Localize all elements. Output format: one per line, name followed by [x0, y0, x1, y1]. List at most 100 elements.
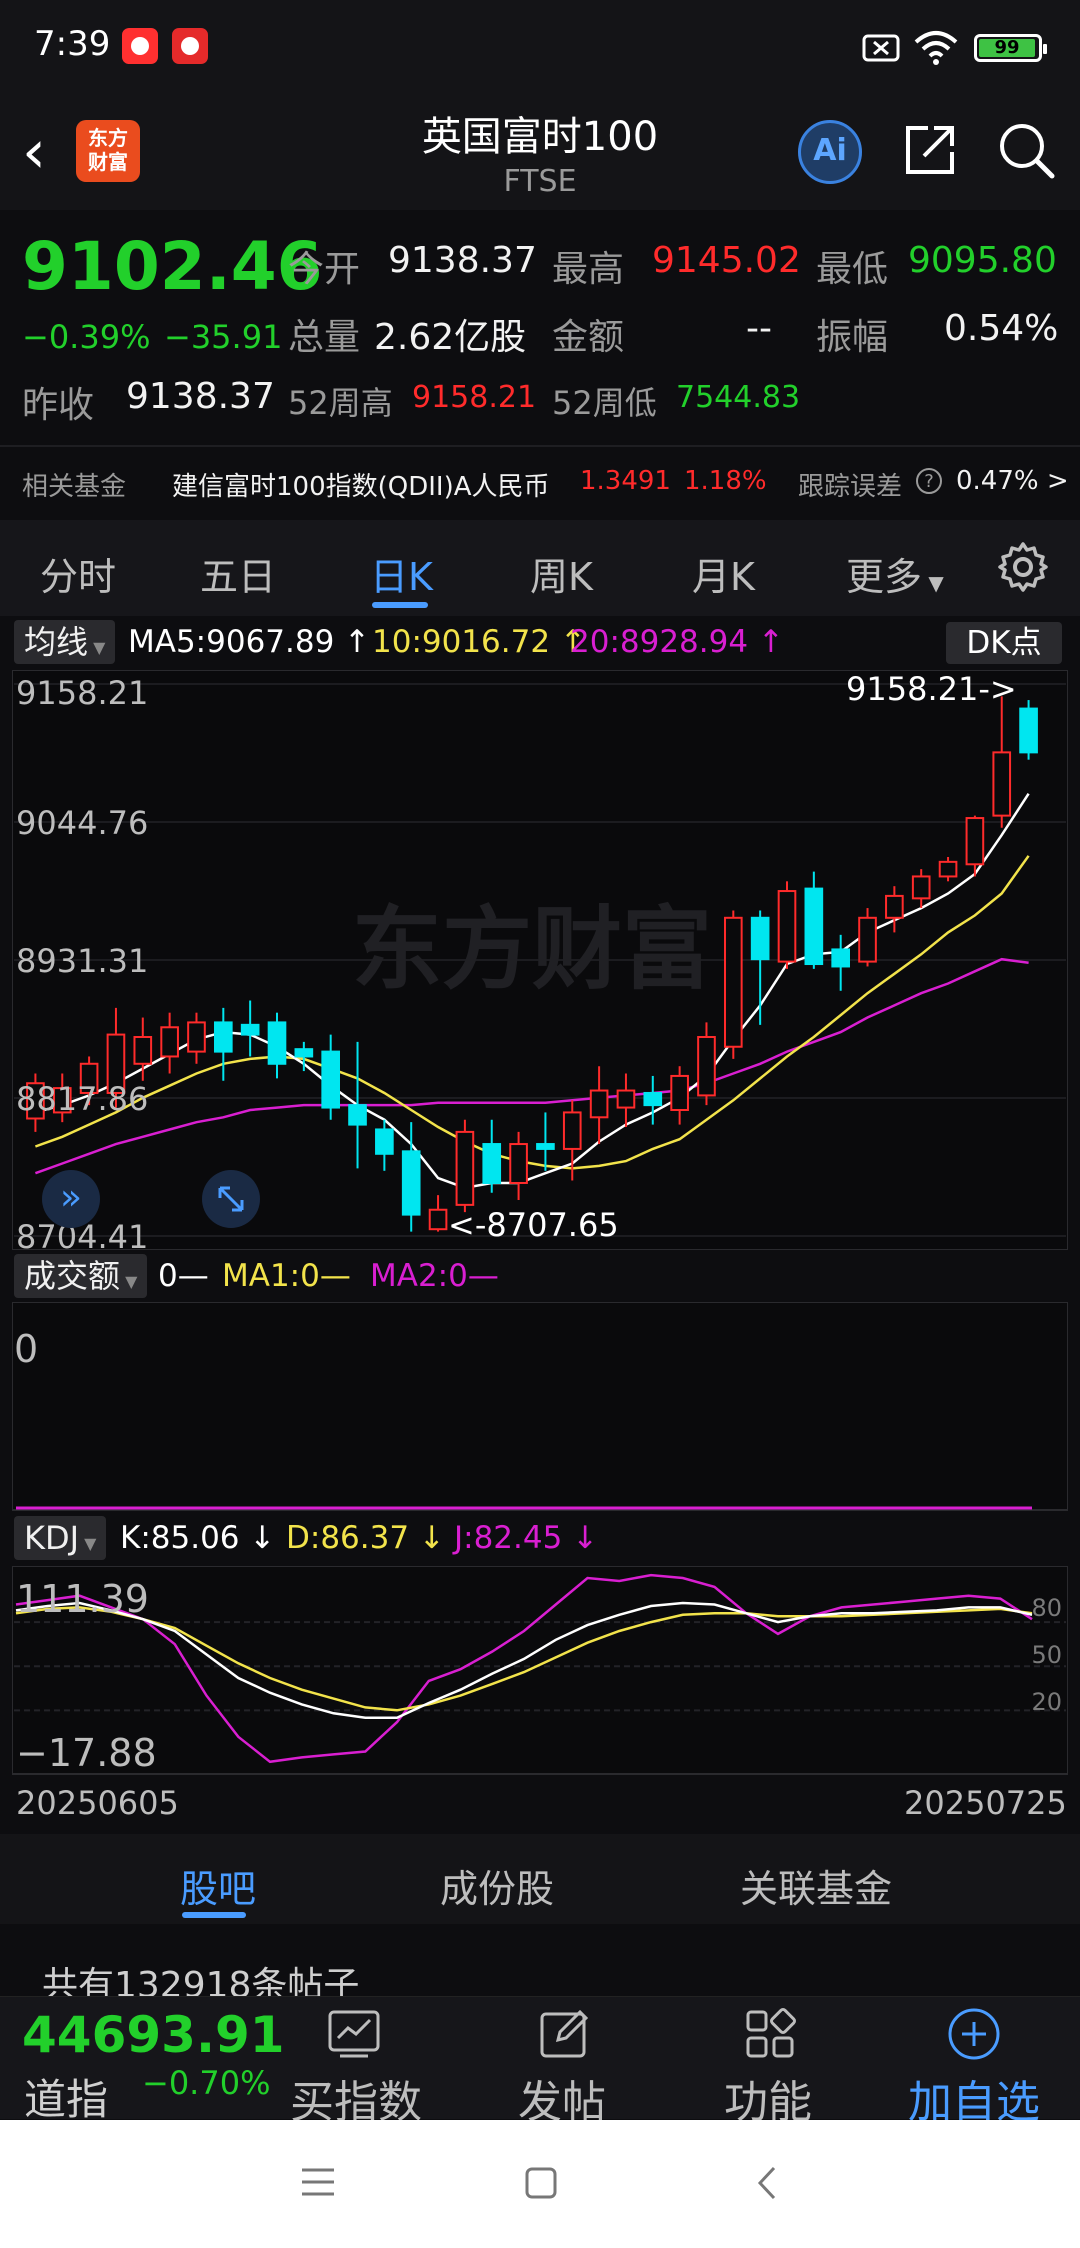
functions-button[interactable]: 功能 — [724, 2077, 812, 2128]
candle-body — [536, 1143, 555, 1150]
candle-body — [294, 1048, 314, 1058]
volume-indicator-label: 成交额 — [24, 1257, 121, 1295]
kdj-top-label: 111.39 — [16, 1577, 149, 1621]
volume-chart[interactable]: 0 — [12, 1302, 1068, 1512]
add-watchlist-icon[interactable] — [946, 2006, 1002, 2062]
candle-body — [804, 887, 824, 966]
app-logo: 东方 财富 — [76, 120, 140, 182]
add-watchlist-button[interactable]: 加自选 — [908, 2077, 1040, 2128]
prev-close-value: 9138.37 — [126, 376, 275, 417]
kdj-level-20: 20 — [1031, 1688, 1062, 1716]
post-button[interactable]: 发帖 — [518, 2077, 606, 2128]
candle-body — [455, 1130, 475, 1206]
active-tab-indicator — [372, 602, 428, 608]
prev-close-label: 昨收 — [22, 385, 95, 426]
kdj-k-line — [15, 1601, 1033, 1719]
candle-body — [697, 1036, 716, 1097]
amount-label: 金额 — [552, 317, 625, 358]
expand-left-icon[interactable]: » — [42, 1170, 100, 1228]
volume-indicator-select[interactable]: 成交额 ▼ — [14, 1254, 148, 1298]
tab-more[interactable]: 更多 ▼ — [846, 546, 944, 601]
kdj-bottom-label: −17.88 — [16, 1731, 157, 1775]
system-nav-bar — [0, 2120, 1080, 2248]
help-icon[interactable]: ? — [914, 466, 944, 496]
notification-app-icon — [122, 28, 158, 64]
price-axis-label: 8817.86 — [16, 1080, 148, 1118]
date-end: 20250725 — [904, 1784, 1067, 1822]
share-icon[interactable] — [900, 120, 960, 180]
ma-indicator-label: 均线 — [24, 623, 89, 661]
period-tab-bar — [0, 520, 1080, 616]
tab-related-funds[interactable]: 关联基金 — [740, 1867, 893, 1911]
search-icon[interactable] — [994, 118, 1058, 182]
dji-price[interactable]: 44693.91 — [22, 2006, 285, 2064]
percent-change: −0.39% — [22, 318, 151, 356]
kdj-level-80: 80 — [1031, 1594, 1062, 1622]
candle-body — [428, 1208, 448, 1231]
related-fund-nav: 1.3491 — [580, 466, 671, 496]
tab-intraday[interactable]: 分时 — [40, 555, 117, 599]
tab-guba[interactable]: 股吧 — [180, 1867, 257, 1911]
candle-body — [992, 751, 1012, 817]
fullscreen-icon[interactable] — [202, 1170, 260, 1228]
ma10-legend: 10:9016.72 ↑ — [372, 624, 586, 660]
dji-name[interactable]: 道指 — [24, 2075, 109, 2124]
candle-body — [187, 1021, 206, 1053]
gear-icon[interactable] — [996, 540, 1050, 594]
candle-body — [79, 1062, 99, 1094]
candle-body — [482, 1143, 502, 1184]
ma-indicator-select[interactable]: 均线 ▼ — [14, 620, 116, 664]
menu-icon[interactable] — [300, 2166, 336, 2198]
52wk-low-value: 7544.83 — [676, 380, 801, 415]
candle-body — [240, 1023, 260, 1036]
logo-text-2: 财富 — [88, 150, 128, 174]
tracking-error-value[interactable]: 0.47% > — [956, 466, 1069, 496]
dropdown-arrow-icon: ▼ — [922, 571, 944, 595]
apps-grid-icon[interactable] — [742, 2006, 798, 2062]
buy-index-button[interactable]: 买指数 — [290, 2077, 422, 2128]
candle-body — [321, 1050, 341, 1109]
candle-body — [1019, 707, 1038, 754]
price-axis-label: 9158.21 — [16, 674, 148, 712]
volume-axis-label: 0 — [14, 1327, 38, 1371]
ai-button[interactable]: Ai — [798, 120, 862, 184]
volume-frame — [12, 1302, 1068, 1511]
chart-buy-icon[interactable] — [326, 2006, 382, 2062]
candle-body — [723, 916, 743, 1048]
absolute-change: −35.91 — [164, 318, 283, 356]
tab-monthly-k[interactable]: 月K — [692, 555, 755, 599]
related-fund-name[interactable]: 建信富时100指数(QDII)A人民币 — [172, 472, 550, 502]
amount-value: -- — [746, 308, 772, 349]
candle-body — [670, 1074, 689, 1111]
candle-body — [858, 916, 877, 963]
edit-post-icon[interactable] — [536, 2006, 592, 2062]
kdj-level-50: 50 — [1031, 1641, 1062, 1669]
home-icon[interactable] — [524, 2166, 558, 2200]
candle-body — [643, 1091, 663, 1107]
kdj-indicator-select[interactable]: KDJ ▼ — [14, 1516, 107, 1560]
candle-body — [777, 890, 797, 963]
svg-text:?: ? — [924, 471, 934, 492]
min-price-marker: <-8707.65 — [448, 1206, 619, 1244]
header-bar — [0, 90, 1080, 210]
tab-constituents[interactable]: 成份股 — [440, 1867, 555, 1911]
tab-daily-k[interactable]: 日K — [370, 555, 433, 599]
page-title: 英国富时100 — [421, 114, 659, 160]
kdj-j-legend: J:82.45 ↓ — [454, 1520, 599, 1556]
battery-icon: 99 — [974, 34, 1047, 62]
back-nav-icon[interactable] — [754, 2164, 778, 2202]
candle-body — [911, 875, 931, 900]
candlestick-chart[interactable]: 东方财富 9158.219044.768931.318817.868704.41… — [12, 670, 1068, 1250]
ma20-legend: 20:8928.94 ↑ — [570, 624, 784, 660]
tab-weekly-k[interactable]: 周K — [530, 555, 593, 599]
watermark: 东方财富 — [352, 897, 712, 1002]
candle-body — [267, 1021, 287, 1065]
amplitude-value: 0.54% — [944, 308, 1059, 349]
kdj-chart[interactable]: 111.39 −17.88 80 50 20 — [12, 1566, 1068, 1776]
dk-points-button[interactable]: DK点 — [946, 622, 1062, 664]
price-axis-label: 8931.31 — [16, 942, 148, 980]
dropdown-arrow-icon: ▼ — [79, 1534, 97, 1553]
tab-five-day[interactable]: 五日 — [200, 555, 277, 599]
high-label: 最高 — [552, 249, 625, 290]
back-icon[interactable]: ‹ — [22, 117, 46, 187]
